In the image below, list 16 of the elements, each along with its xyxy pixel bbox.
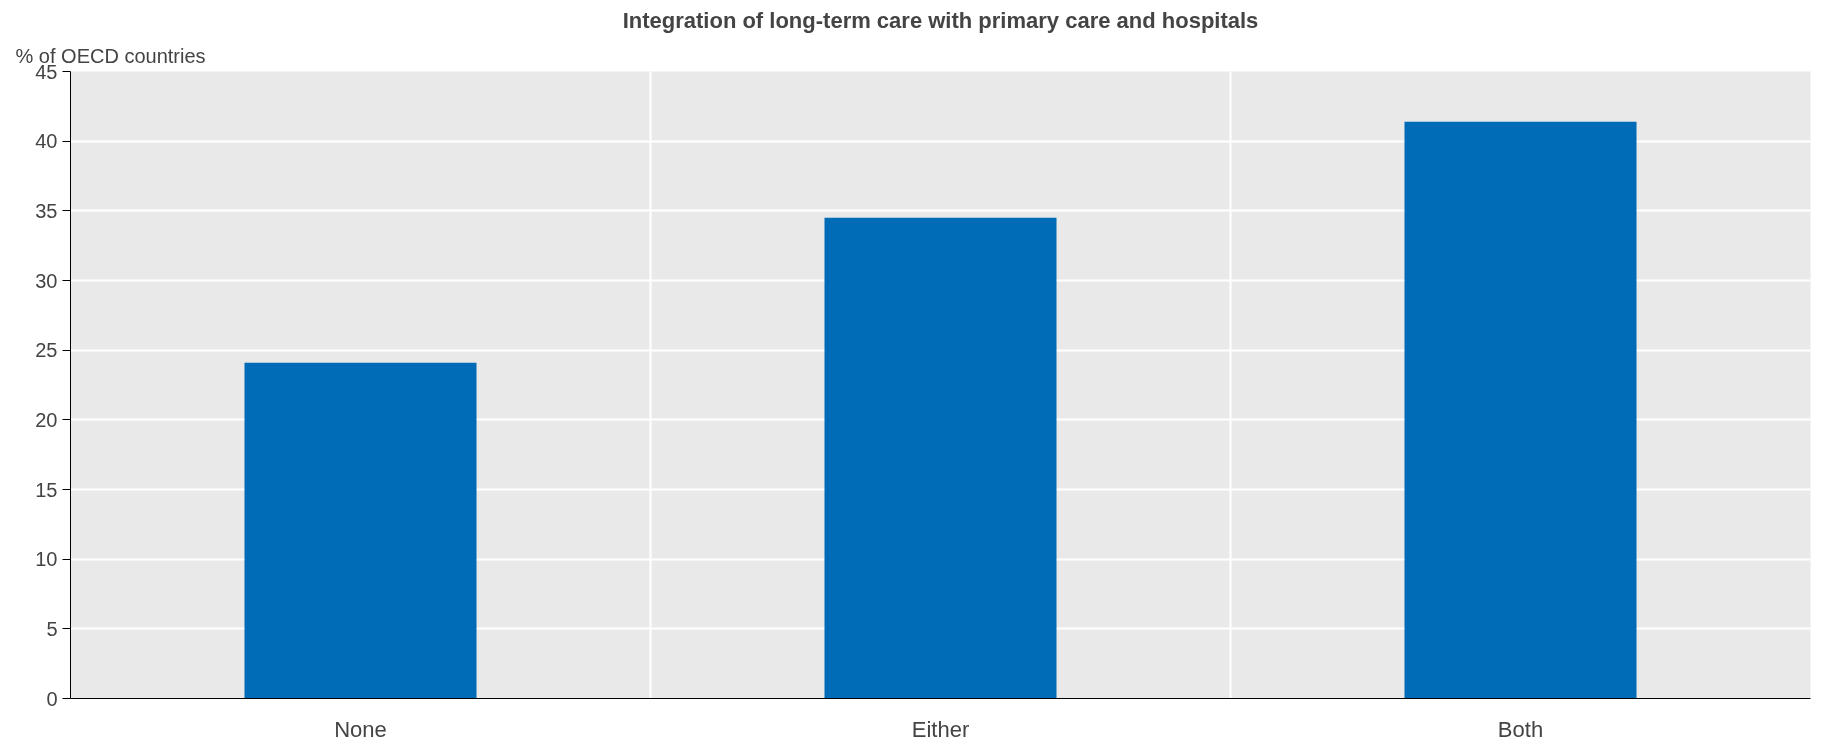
chart-title: Integration of long-term care with primary care and hospitals: [622, 7, 1259, 33]
y-tick-label: 40: [35, 130, 58, 153]
bar: [1404, 121, 1637, 699]
y-tick-label: 30: [35, 269, 58, 292]
x-tick-label: Either: [911, 716, 970, 742]
y-tick-label: 25: [35, 339, 58, 362]
x-tick-label: Both: [1497, 716, 1544, 742]
y-tick-label: 5: [46, 617, 58, 640]
y-tick-label: 15: [35, 478, 58, 501]
y-tick-label: 35: [35, 199, 58, 222]
x-tick-label: None: [334, 716, 387, 742]
bar: [824, 217, 1057, 699]
y-tick-label: 20: [35, 408, 58, 431]
bar: [244, 362, 477, 699]
y-tick-label: 0: [46, 687, 58, 710]
y-tick-label: 10: [35, 548, 58, 571]
